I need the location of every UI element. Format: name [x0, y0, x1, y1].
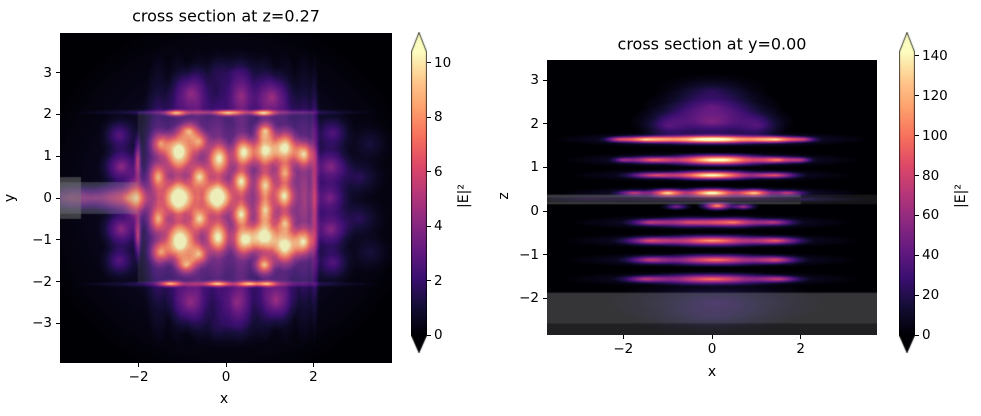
y-tick-label: −2	[519, 290, 539, 307]
left-y-axis-label: y	[2, 193, 18, 203]
right-colorbar	[899, 32, 915, 353]
colorbar-tick	[915, 334, 919, 336]
x-tick	[312, 363, 314, 367]
x-tick	[138, 363, 140, 367]
y-tick-label: 3	[43, 64, 52, 81]
colorbar-tick-label: 120	[922, 87, 948, 104]
right-heatmap-image	[547, 60, 877, 335]
x-tick-label: 0	[707, 341, 717, 357]
colorbar-tick-label: 60	[922, 207, 940, 224]
y-tick	[56, 113, 60, 115]
colorbar-tick-label: 0	[434, 327, 443, 343]
left-plot-title: cross section at z=0.27	[132, 6, 320, 26]
colorbar-tick	[427, 171, 431, 173]
x-tick-label: 0	[221, 369, 231, 385]
colorbar-tick-label: 100	[922, 127, 948, 144]
left-heatmap-image	[60, 33, 392, 363]
y-tick	[543, 254, 547, 256]
colorbar-tick	[915, 95, 919, 97]
y-tick-label: −3	[32, 315, 52, 332]
y-tick-label: 0	[43, 190, 52, 206]
y-tick-label: 1	[43, 148, 52, 165]
colorbar-tick	[427, 225, 431, 227]
colorbar-tick	[915, 175, 919, 177]
colorbar-tick	[427, 334, 431, 336]
x-tick-label: −2	[128, 369, 149, 385]
y-tick	[543, 166, 547, 168]
colorbar-tick-label: 40	[922, 247, 940, 264]
colorbar-tick-label: 80	[922, 167, 940, 184]
y-tick-label: −1	[519, 246, 539, 263]
x-tick	[711, 335, 713, 339]
colorbar-tick	[915, 214, 919, 216]
colorbar-tick	[915, 55, 919, 57]
colorbar-tick	[915, 294, 919, 296]
y-tick	[56, 281, 60, 283]
y-tick	[56, 197, 60, 199]
y-tick	[56, 155, 60, 157]
colorbar-tick	[915, 135, 919, 137]
colorbar-tick	[427, 280, 431, 282]
colorbar-tick	[915, 254, 919, 256]
y-tick-label: 0	[530, 203, 539, 220]
y-tick-label: 1	[530, 159, 539, 176]
y-tick	[56, 322, 60, 324]
right-colorbar-label: |E|²	[953, 184, 969, 208]
colorbar-tick-label: 6	[434, 163, 443, 180]
y-tick-label: 2	[43, 106, 52, 123]
colorbar-tick-label: 140	[922, 47, 948, 64]
y-tick	[56, 72, 60, 74]
x-tick	[225, 363, 227, 367]
colorbar-tick-label: 20	[922, 287, 940, 304]
x-tick-label: 2	[796, 341, 805, 357]
colorbar-tick	[427, 62, 431, 64]
colorbar-tick-label: 0	[922, 327, 931, 343]
right-x-axis-label: x	[707, 364, 717, 380]
y-tick	[543, 210, 547, 212]
x-tick	[800, 335, 802, 339]
y-tick	[543, 123, 547, 125]
right-plot-title: cross section at y=0.00	[617, 34, 807, 54]
y-tick	[56, 239, 60, 241]
colorbar-tick-label: 8	[434, 109, 443, 126]
colorbar-tick-label: 2	[434, 272, 443, 289]
x-tick-label: −2	[613, 341, 634, 357]
x-tick	[622, 335, 624, 339]
y-tick-label: −2	[32, 273, 52, 290]
colorbar-tick	[427, 116, 431, 118]
left-x-axis-label: x	[219, 391, 229, 407]
y-tick	[543, 297, 547, 299]
y-tick-label: 2	[530, 115, 539, 132]
left-colorbar-label: |E|²	[456, 184, 472, 208]
colorbar-tick-label: 10	[434, 54, 452, 71]
right-y-axis-label: z	[496, 192, 512, 200]
y-tick	[543, 79, 547, 81]
x-tick-label: 2	[309, 369, 318, 385]
y-tick-label: 3	[530, 72, 539, 89]
colorbar-tick-label: 4	[434, 218, 443, 235]
y-tick-label: −1	[32, 231, 52, 248]
left-colorbar	[411, 32, 427, 353]
